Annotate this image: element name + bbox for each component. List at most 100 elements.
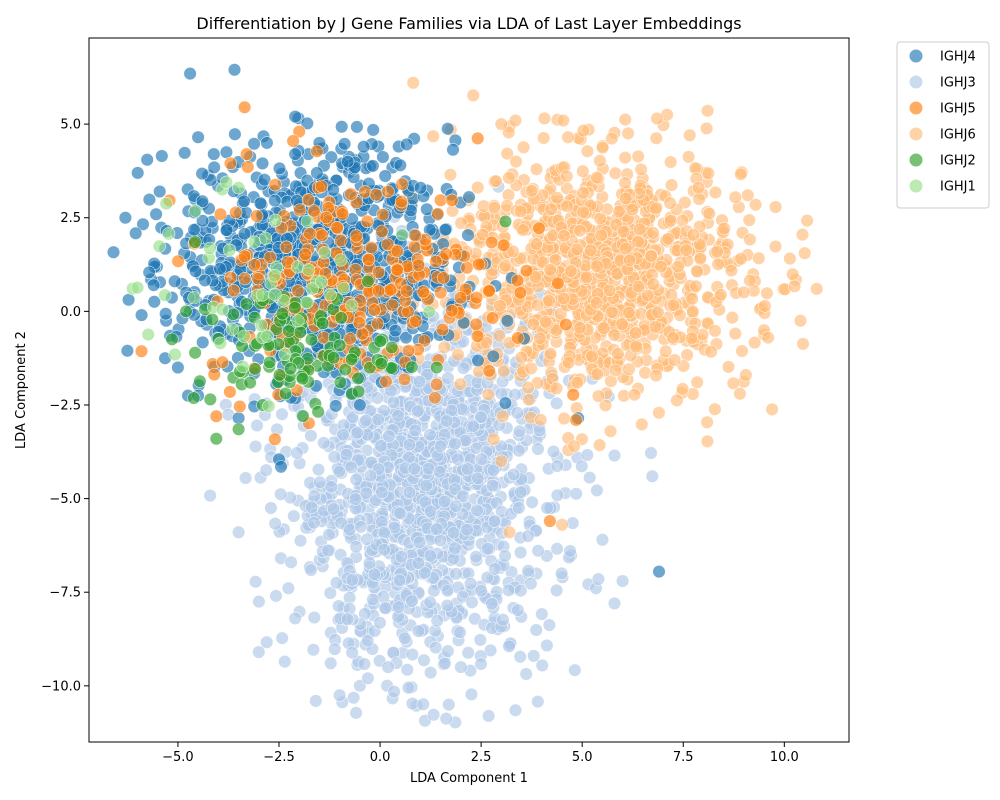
point-ighj3 <box>464 687 479 702</box>
point-ighj3 <box>341 612 355 626</box>
point-ighj3 <box>333 688 347 702</box>
point-ighj6 <box>650 111 664 126</box>
point-ighj3 <box>345 645 359 660</box>
y-tick-label: −10.0 <box>41 679 81 694</box>
point-ighj2 <box>373 334 387 348</box>
x-axis-label: LDA Component 1 <box>410 771 528 786</box>
point-ighj6 <box>560 199 574 213</box>
point-ighj5 <box>223 156 238 170</box>
point-ighj1 <box>168 347 182 362</box>
point-ighj6 <box>646 277 660 291</box>
point-ighj5 <box>569 413 583 427</box>
point-ighj5 <box>375 224 389 238</box>
point-ighj3 <box>328 642 342 656</box>
point-ighj3 <box>405 647 420 662</box>
point-ighj1 <box>247 235 262 249</box>
point-ighj6 <box>557 291 571 306</box>
point-ighj3 <box>468 612 482 626</box>
point-ighj3 <box>317 436 331 450</box>
point-ighj5 <box>397 372 412 387</box>
point-ighj3 <box>357 657 372 671</box>
point-ighj3 <box>366 592 380 607</box>
point-ighj4 <box>147 278 161 292</box>
point-ighj6 <box>590 171 604 185</box>
point-ighj2 <box>333 375 348 390</box>
point-ighj6 <box>708 324 722 338</box>
point-ighj2 <box>193 374 207 388</box>
point-ighj3 <box>498 549 512 563</box>
y-tick-label: −2.5 <box>49 398 81 413</box>
point-ighj3 <box>259 463 273 477</box>
point-ighj2 <box>282 324 296 338</box>
point-ighj3 <box>422 462 436 476</box>
point-ighj2 <box>275 307 290 321</box>
point-ighj2 <box>334 311 348 325</box>
point-ighj1 <box>215 302 229 317</box>
point-ighj2 <box>263 355 277 370</box>
point-ighj6 <box>733 387 747 401</box>
point-ighj3 <box>521 564 535 578</box>
point-ighj3 <box>464 576 478 591</box>
point-ighj3 <box>511 603 525 617</box>
point-ighj6 <box>661 232 675 246</box>
point-ighj1 <box>159 197 173 211</box>
point-ighj3 <box>423 595 437 609</box>
point-ighj3 <box>329 576 344 590</box>
point-ighj3 <box>343 523 357 537</box>
point-ighj6 <box>549 381 564 396</box>
point-ighj3 <box>411 624 426 638</box>
point-ighj3 <box>535 658 549 673</box>
point-ighj6 <box>437 340 452 354</box>
legend-label-ighj5: IGHJ5 <box>940 102 976 117</box>
point-ighj5 <box>460 261 474 275</box>
point-ighj3 <box>424 665 438 680</box>
point-ighj6 <box>526 317 540 331</box>
point-ighj6 <box>641 288 655 303</box>
point-ighj5 <box>436 271 451 285</box>
point-ighj6 <box>622 306 636 320</box>
point-ighj4 <box>120 344 134 358</box>
point-ighj2 <box>209 432 223 446</box>
point-ighj5 <box>385 298 399 312</box>
point-ighj1 <box>291 314 305 328</box>
point-ighj3 <box>408 423 422 438</box>
point-ighj3 <box>474 584 488 598</box>
point-ighj6 <box>798 246 812 260</box>
point-ighj5 <box>482 364 496 378</box>
point-ighj1 <box>345 298 359 313</box>
point-ighj6 <box>793 314 808 328</box>
point-ighj6 <box>621 126 635 140</box>
point-ighj5 <box>250 209 264 223</box>
point-ighj6 <box>666 298 681 312</box>
point-ighj3 <box>278 654 292 669</box>
point-ighj6 <box>622 253 637 267</box>
point-ighj5 <box>472 257 486 272</box>
point-ighj3 <box>531 442 545 456</box>
point-ighj5 <box>209 409 223 423</box>
point-ighj3 <box>309 694 323 708</box>
point-ighj5 <box>372 265 386 280</box>
point-ighj3 <box>398 631 412 645</box>
point-ighj6 <box>734 167 748 181</box>
point-ighj6 <box>616 225 631 239</box>
point-ighj2 <box>327 351 341 365</box>
point-ighj3 <box>569 487 583 501</box>
point-ighj3 <box>416 697 430 711</box>
y-tick-label: 2.5 <box>60 211 81 226</box>
point-ighj3 <box>484 643 498 658</box>
point-ighj6 <box>561 130 575 144</box>
legend-marker-ighj1 <box>908 178 924 194</box>
point-ighj2 <box>352 385 366 399</box>
point-ighj6 <box>717 221 731 236</box>
point-ighj5 <box>223 385 237 399</box>
point-ighj3 <box>527 649 541 663</box>
point-ighj6 <box>742 213 756 227</box>
point-ighj4 <box>183 66 197 81</box>
point-ighj3 <box>367 567 382 581</box>
point-ighj4 <box>471 353 485 368</box>
point-ighj6 <box>625 202 640 217</box>
point-ighj2 <box>361 274 375 289</box>
point-ighj3 <box>371 412 385 427</box>
point-ighj5 <box>229 205 243 220</box>
point-ighj2 <box>279 386 293 401</box>
